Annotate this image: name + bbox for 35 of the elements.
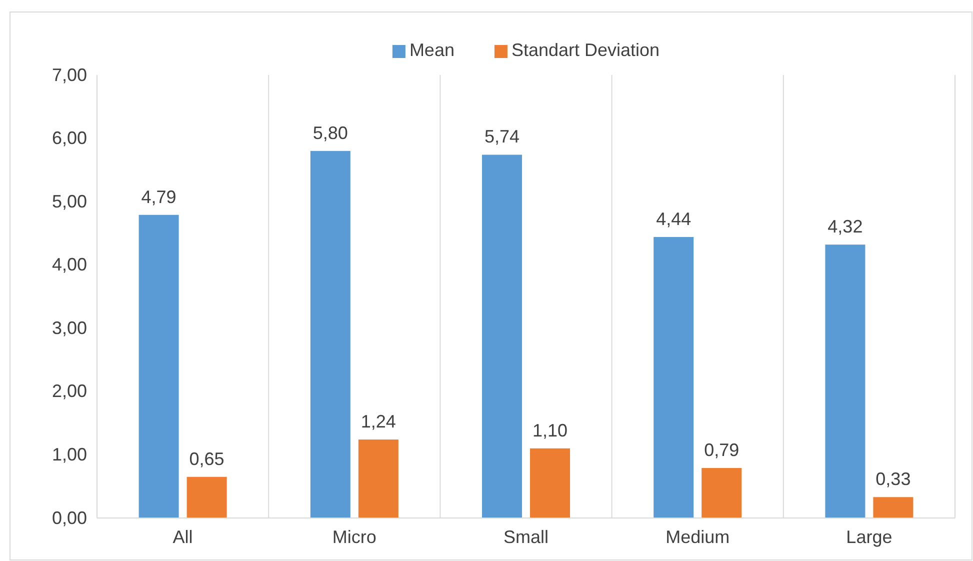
x-tick-label: Micro — [332, 526, 376, 547]
data-label: 4,32 — [828, 216, 863, 237]
bar — [702, 468, 742, 518]
y-tick-label: 4,00 — [52, 254, 87, 275]
data-label: 4,79 — [141, 186, 176, 207]
data-label: 5,80 — [312, 122, 348, 143]
y-tick-label: 1,00 — [52, 444, 87, 464]
data-label: 0,65 — [189, 448, 224, 469]
y-tick-label: 0,00 — [52, 508, 87, 528]
bar — [873, 497, 914, 518]
bar — [138, 214, 179, 518]
bar — [530, 448, 570, 518]
data-label: 4,44 — [656, 209, 692, 230]
bar — [482, 154, 522, 518]
data-label: 1,24 — [360, 412, 396, 432]
data-label: 5,74 — [484, 126, 520, 147]
legend-label: Standart Deviation — [511, 40, 660, 60]
x-tick-label: Medium — [666, 526, 730, 547]
bar — [654, 237, 694, 518]
x-tick-label: Large — [846, 526, 892, 547]
x-tick-label: All — [172, 526, 193, 547]
y-tick-label: 7,00 — [52, 64, 87, 85]
x-tick-label: Small — [503, 526, 549, 547]
data-label: 1,10 — [532, 420, 568, 440]
y-tick-label: 5,00 — [52, 191, 87, 212]
bar — [358, 440, 398, 518]
bar — [825, 244, 866, 518]
data-label: 0,79 — [704, 440, 740, 460]
bar — [186, 476, 227, 518]
data-label: 0,33 — [876, 469, 911, 490]
y-tick-label: 6,00 — [52, 128, 87, 148]
legend-label: Mean — [409, 40, 454, 60]
bar — [310, 150, 350, 518]
y-tick-label: 2,00 — [52, 381, 87, 402]
y-tick-label: 3,00 — [52, 318, 87, 338]
